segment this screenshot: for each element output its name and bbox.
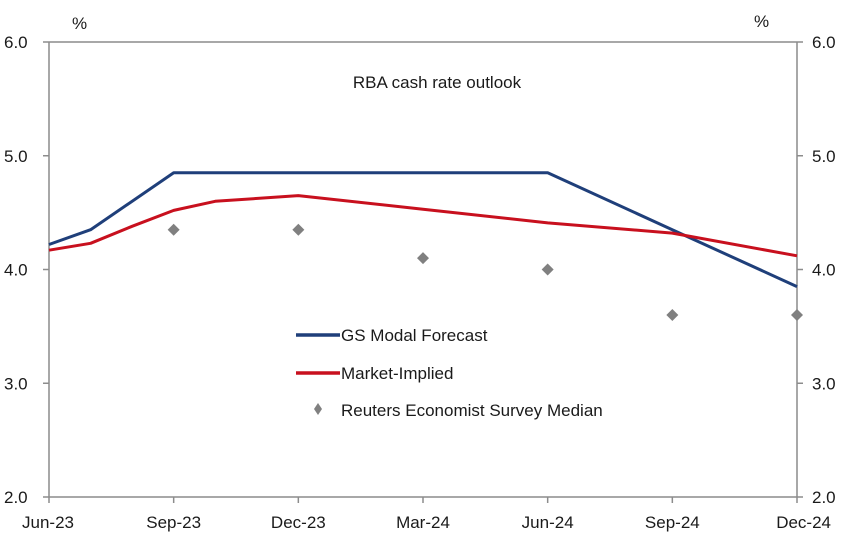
- data-point-reuters-economist-survey-median: [292, 223, 305, 236]
- legend-label-gs-modal-forecast: GS Modal Forecast: [341, 326, 488, 345]
- series-layer: [48, 171, 803, 321]
- legend-label-reuters-survey: Reuters Economist Survey Median: [341, 401, 603, 420]
- x-tick-label: Jun-24: [522, 513, 574, 532]
- x-tick-label: Jun-23: [22, 513, 74, 532]
- y-tick-label-left: 4.0: [4, 261, 28, 280]
- y-tick-label-right: 5.0: [812, 147, 836, 166]
- series-line-market-implied: [48, 194, 798, 258]
- x-tick-label: Dec-24: [776, 513, 831, 532]
- legend-item-gs-modal-forecast: GS Modal Forecast: [296, 326, 488, 345]
- x-tick-label: Mar-24: [396, 513, 450, 532]
- series-line-gs-modal-forecast: [48, 171, 798, 288]
- legend-item-market-implied: Market-Implied: [296, 364, 453, 383]
- legend: GS Modal Forecast Market-Implied Reuters…: [296, 326, 603, 420]
- x-ticks: Jun-23 Sep-23 Dec-23 Mar-24 Jun-24 Sep-24 Dec-…: [22, 497, 831, 532]
- data-point-reuters-economist-survey-median: [541, 263, 554, 276]
- y-tick-label-left: 2.0: [4, 488, 28, 507]
- data-point-reuters-economist-survey-median: [791, 309, 803, 321]
- x-tick-label: Sep-24: [645, 513, 700, 532]
- y-tick-label-right: 6.0: [812, 33, 836, 52]
- y-tick-label-left: 6.0: [4, 33, 28, 52]
- y-tick-label-right: 4.0: [812, 261, 836, 280]
- axes: [48, 41, 798, 498]
- legend-item-reuters-survey: Reuters Economist Survey Median: [314, 401, 603, 420]
- data-point-reuters-economist-survey-median: [167, 223, 180, 236]
- legend-label-market-implied: Market-Implied: [341, 364, 453, 383]
- y-tick-label-right: 2.0: [812, 488, 836, 507]
- data-point-reuters-economist-survey-median: [666, 309, 679, 321]
- legend-swatch-reuters-survey: [314, 403, 322, 415]
- y-tick-label-right: 3.0: [812, 374, 836, 393]
- x-tick-label: Sep-23: [146, 513, 201, 532]
- y-tick-label-left: 3.0: [4, 374, 28, 393]
- y-tick-label-left: 5.0: [4, 147, 28, 166]
- x-tick-label: Dec-23: [271, 513, 326, 532]
- left-y-unit-label: %: [72, 14, 87, 33]
- chart-title: RBA cash rate outlook: [353, 73, 522, 92]
- data-point-reuters-economist-survey-median: [417, 252, 429, 265]
- right-y-unit-label: %: [754, 12, 769, 31]
- y-ticks: 2.0 2.0 3.0 3.0 4.0 4.0 5.0 5.0 6.0 6.0: [4, 33, 836, 507]
